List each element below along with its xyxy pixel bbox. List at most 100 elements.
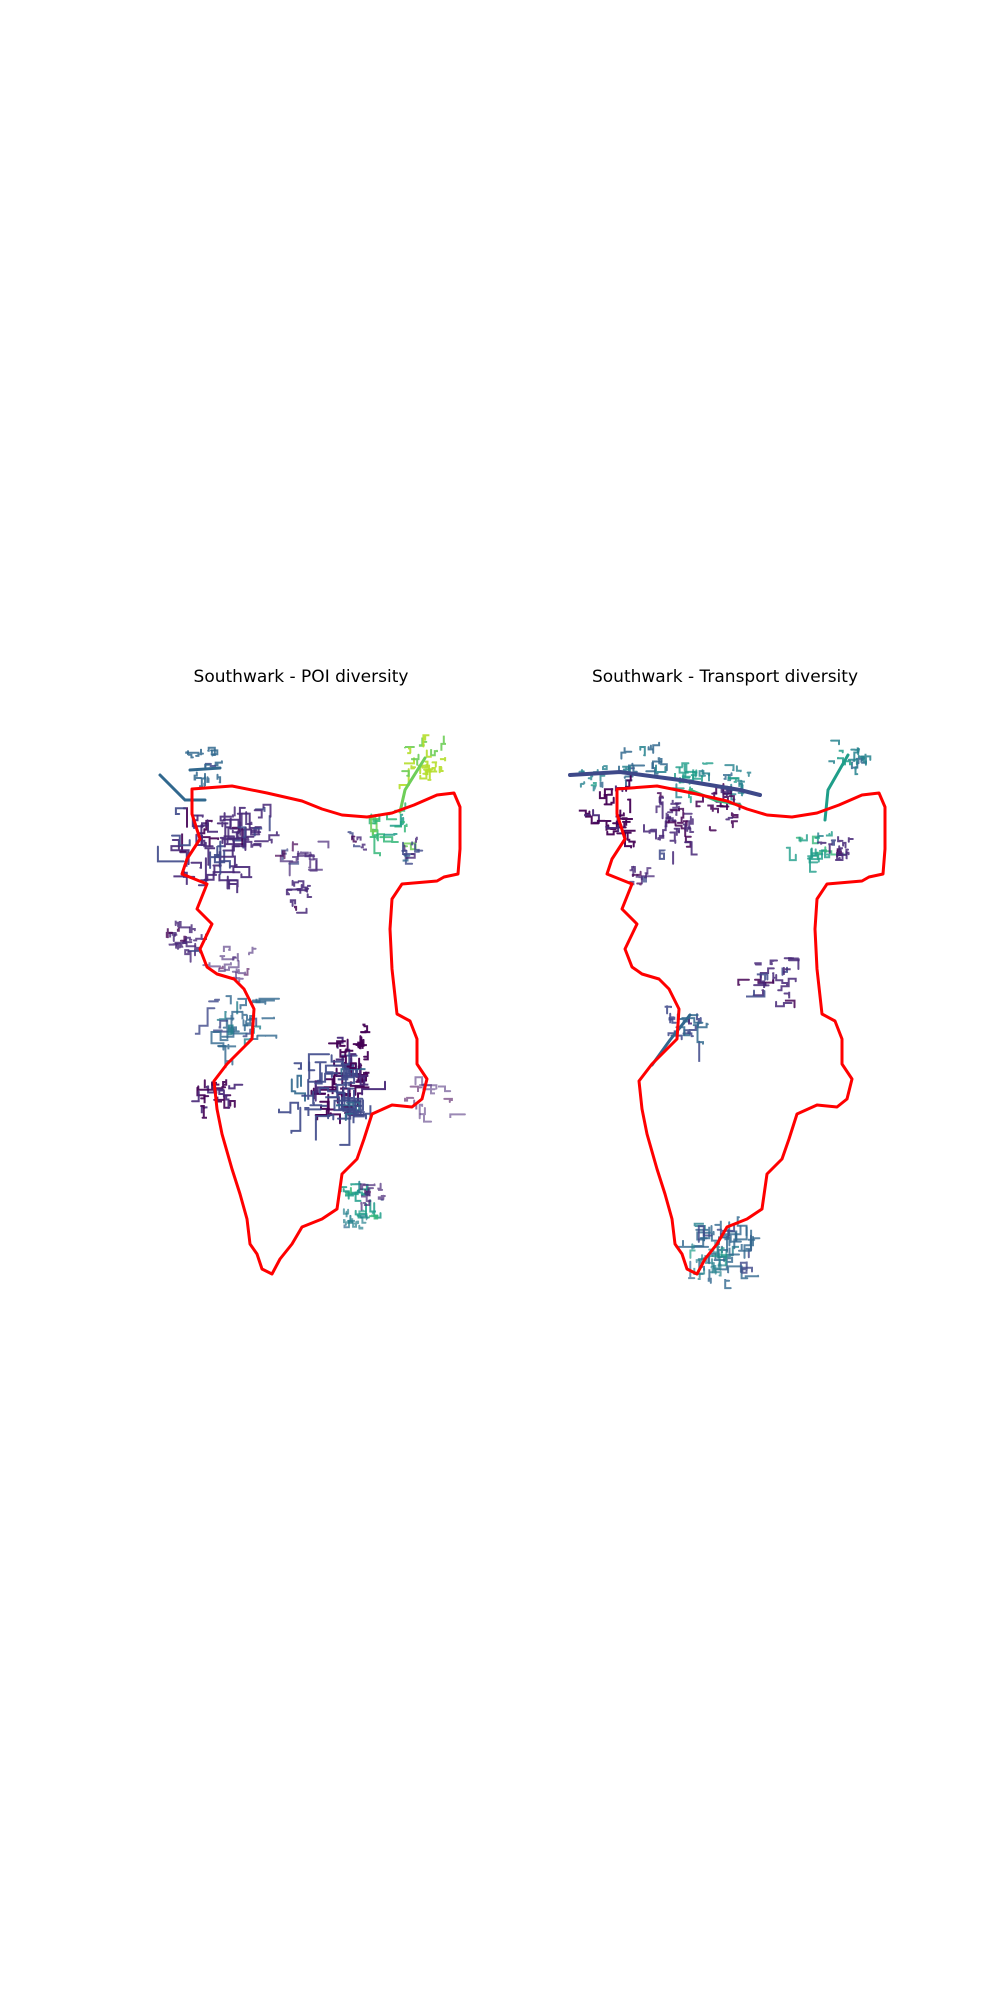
street-segment	[798, 834, 808, 842]
street-segment	[587, 775, 594, 781]
street-segment	[200, 1105, 207, 1119]
street-segment	[215, 1086, 227, 1090]
street-segment	[847, 837, 854, 843]
street-segment	[414, 836, 418, 843]
street-segment	[174, 920, 180, 928]
street-segment	[341, 1096, 359, 1118]
street-segment	[353, 844, 361, 848]
street-segment	[430, 749, 438, 757]
street-segment	[818, 849, 831, 859]
street-segment	[652, 760, 668, 772]
network-cluster-poi	[202, 945, 257, 983]
street-segment	[351, 835, 357, 843]
street-segment	[431, 761, 438, 768]
street-segment	[605, 824, 620, 832]
street-segment	[226, 875, 239, 894]
street-segment	[419, 1107, 433, 1123]
street-segment	[685, 826, 691, 832]
network-cluster-poi	[404, 1076, 466, 1123]
street-segment	[237, 825, 247, 839]
street-segment	[171, 834, 191, 847]
street-segment	[688, 1016, 692, 1025]
street-segment	[168, 943, 179, 950]
street-segment	[425, 749, 432, 758]
network-cluster-transport	[675, 1216, 761, 1290]
street-segment	[187, 750, 194, 759]
street-segment	[328, 1042, 346, 1047]
street-segment	[171, 933, 178, 942]
street-segment	[326, 1071, 339, 1075]
street-segment	[410, 765, 417, 770]
street-segment	[288, 860, 300, 865]
street-segment	[182, 807, 188, 828]
street-segment	[207, 746, 216, 757]
street-segment	[342, 1104, 365, 1118]
street-segment	[219, 955, 237, 961]
street-segment	[724, 764, 735, 772]
street-segment	[836, 845, 841, 855]
street-segment	[301, 1078, 314, 1100]
street-segment	[216, 773, 222, 784]
network-cluster-poi	[185, 746, 223, 789]
street-segment	[257, 1034, 278, 1039]
street-segment	[817, 841, 827, 845]
street-segment	[341, 1063, 354, 1079]
street-segment	[658, 801, 664, 820]
street-segment	[296, 851, 309, 861]
street-segment	[204, 819, 213, 831]
street-segment	[203, 772, 206, 788]
street-segment	[810, 848, 817, 860]
street-segment	[678, 767, 691, 779]
street-segment	[688, 792, 695, 804]
street-segment	[354, 1097, 364, 1112]
street-segment	[251, 829, 262, 834]
street-segment	[342, 1208, 348, 1215]
street-segment	[650, 828, 657, 840]
street-segment	[343, 1224, 349, 1229]
street-segment	[665, 812, 677, 822]
street-segment	[854, 766, 859, 776]
street-segment	[363, 1051, 369, 1061]
street-segment	[728, 1247, 740, 1256]
street-segment	[754, 962, 762, 966]
street-segment	[440, 735, 446, 751]
street-segment	[631, 762, 638, 773]
street-segment	[636, 882, 642, 886]
street-line	[158, 773, 207, 802]
street-segment	[720, 787, 732, 797]
street-segment	[231, 968, 240, 973]
street-segment	[304, 1107, 322, 1116]
street-segment	[360, 1214, 368, 1221]
street-segment	[389, 813, 404, 827]
network-cluster-poi	[165, 920, 207, 963]
street-segment	[783, 991, 791, 999]
street-segment	[314, 1072, 323, 1085]
network-cluster-poi	[360, 1182, 386, 1211]
street-segment	[320, 1086, 338, 1091]
street-segment	[675, 762, 690, 769]
street-segment	[856, 747, 861, 756]
street-segment	[178, 921, 191, 929]
street-segment	[652, 741, 661, 754]
street-segment	[295, 888, 302, 894]
street-segment	[697, 1225, 713, 1243]
street-segment	[290, 1078, 306, 1102]
street-segment	[834, 852, 844, 861]
street-segment	[362, 848, 367, 851]
street-segment	[723, 772, 733, 780]
street-segment	[360, 843, 366, 849]
street-segment	[682, 823, 687, 831]
street-segment	[605, 820, 612, 831]
street-segment	[383, 833, 398, 836]
street-segment	[314, 1115, 331, 1141]
street-segment	[224, 960, 240, 971]
street-segment	[351, 1074, 369, 1086]
street-segment	[691, 1243, 695, 1250]
street-segment	[344, 1191, 350, 1200]
street-segment	[716, 1224, 736, 1239]
street-segment	[837, 756, 844, 767]
street-segment	[682, 1032, 694, 1038]
street-segment	[621, 817, 633, 826]
street-segment	[825, 831, 833, 837]
street-segment	[689, 1249, 696, 1259]
